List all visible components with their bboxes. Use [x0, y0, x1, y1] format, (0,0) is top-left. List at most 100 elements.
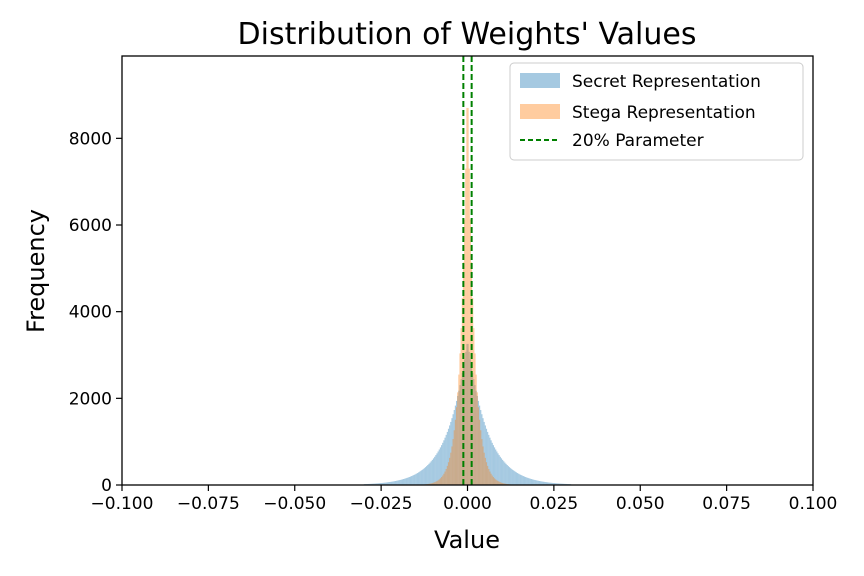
secret-bar	[413, 474, 415, 485]
secret-bar	[477, 400, 480, 485]
secret-bar	[432, 458, 435, 485]
secret-bar	[451, 418, 453, 485]
stega-bar	[480, 430, 482, 485]
stega-bar	[488, 468, 490, 485]
stega-bar	[434, 482, 436, 485]
secret-bar	[559, 483, 561, 485]
secret-bar	[479, 405, 481, 485]
stega-bar	[479, 419, 481, 485]
stega-bar	[465, 168, 467, 485]
secret-bar	[558, 483, 560, 485]
secret-bar	[499, 456, 501, 485]
stega-bar	[453, 430, 455, 485]
legend-swatch-secret	[520, 73, 560, 88]
stega-bar	[432, 482, 435, 485]
secret-bar	[485, 428, 488, 485]
secret-bar	[513, 470, 515, 485]
secret-bar	[553, 483, 556, 485]
secret-bar	[522, 476, 524, 485]
secret-bar	[458, 390, 460, 485]
stega-bar	[436, 481, 438, 485]
stega-bar	[461, 298, 463, 485]
secret-bar	[417, 472, 420, 485]
secret-bar	[441, 445, 443, 485]
secret-bar	[520, 474, 522, 485]
secret-bar	[541, 481, 543, 485]
x-axis-ticks: −0.100 −0.075 −0.050 −0.025 0.000 0.025 0.050 0…	[91, 485, 837, 514]
secret-bar	[374, 483, 376, 485]
secret-bar	[388, 482, 390, 485]
stega-bar	[435, 481, 437, 485]
secret-bar	[394, 481, 397, 485]
secret-bar	[428, 463, 430, 485]
stega-bar	[446, 465, 448, 485]
secret-bar	[442, 442, 444, 485]
secret-bar	[392, 481, 394, 485]
secret-bar	[434, 456, 436, 485]
secret-bar	[385, 482, 387, 485]
stega-bar	[457, 392, 459, 485]
stega-bar	[504, 483, 506, 485]
secret-bar	[490, 440, 492, 485]
secret-bar	[424, 467, 427, 485]
secret-bar	[515, 472, 518, 485]
x-tick-label: −0.025	[350, 494, 413, 514]
secret-bar	[518, 473, 520, 485]
secret-bar	[419, 471, 421, 485]
stega-bar	[483, 452, 485, 485]
stega-bar	[455, 407, 458, 485]
secret-bar	[526, 477, 528, 485]
secret-bar	[474, 385, 476, 485]
y-tick-label: 0	[101, 476, 112, 496]
secret-bar	[544, 482, 546, 485]
secret-bar	[407, 477, 409, 485]
y-axis-label: Frequency	[22, 209, 50, 333]
stega-bar	[438, 479, 440, 485]
secret-bar	[375, 483, 377, 485]
secret-bar	[475, 390, 477, 485]
secret-bar	[377, 483, 379, 485]
secret-bar	[386, 482, 389, 485]
stega-bar	[468, 168, 470, 485]
secret-bar	[510, 468, 512, 485]
secret-bar	[460, 379, 462, 485]
x-tick-label: −0.100	[91, 494, 154, 514]
secret-bar	[473, 379, 475, 485]
stega-bar	[493, 478, 496, 485]
stega-bar	[439, 478, 442, 485]
secret-bar	[550, 482, 552, 485]
secret-bar	[430, 461, 432, 485]
secret-bar	[439, 447, 442, 485]
plot-area	[363, 56, 572, 485]
y-axis-ticks: 0 2000 4000 6000 8000	[69, 129, 122, 496]
legend-label-stega: Stega Representation	[572, 103, 756, 123]
secret-bar	[525, 477, 527, 485]
x-axis-label: Value	[434, 526, 500, 554]
secret-bar	[437, 451, 439, 485]
secret-bar	[476, 395, 478, 485]
stega-bar	[496, 480, 498, 485]
secret-bar	[420, 470, 422, 485]
secret-bar	[376, 483, 378, 485]
stega-bar	[502, 483, 504, 485]
secret-bar	[542, 481, 544, 485]
stega-bar	[495, 479, 497, 485]
stega-bar	[459, 353, 461, 485]
secret-bar	[535, 480, 537, 485]
secret-bar	[536, 480, 538, 485]
secret-bar	[455, 400, 458, 485]
secret-bar	[549, 482, 551, 485]
secret-bar	[495, 449, 497, 485]
stega-bar	[497, 481, 499, 485]
y-tick-label: 6000	[69, 216, 112, 236]
secret-bar	[414, 474, 416, 485]
secret-bar	[548, 482, 550, 485]
stega-bar	[454, 419, 456, 485]
secret-bar	[466, 343, 468, 485]
secret-bar	[383, 482, 385, 485]
stega-bar	[452, 439, 454, 485]
secret-bar	[412, 475, 414, 485]
secret-bar	[545, 482, 547, 485]
secret-bar	[500, 458, 503, 485]
